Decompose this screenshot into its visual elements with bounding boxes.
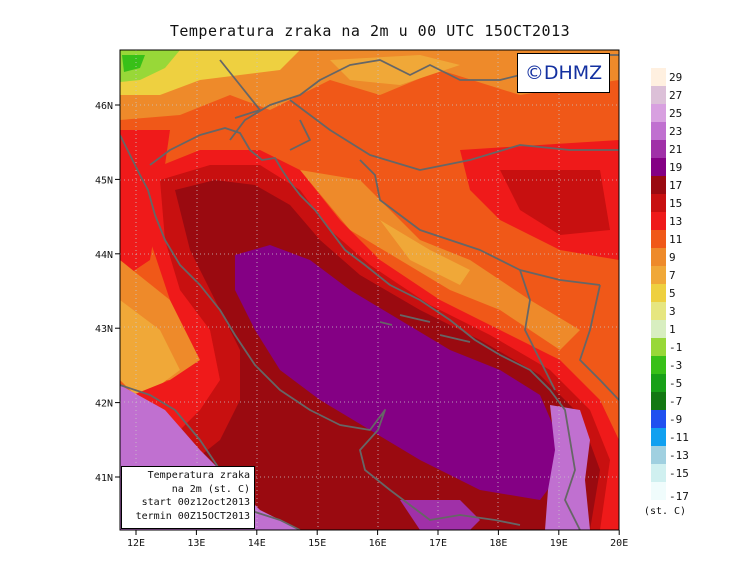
x-tick-label: 14E — [248, 538, 266, 549]
colorbar-label: -15 — [669, 467, 689, 480]
x-tick-label: 15E — [308, 538, 326, 549]
colorbar-swatch — [651, 392, 666, 410]
adriatic-sea — [235, 245, 555, 500]
colorbar-swatch — [651, 176, 666, 194]
dinaric-cool — [380, 220, 470, 285]
info-box: Temperatura zraka na 2m (st. C) start 00… — [121, 466, 255, 529]
info-line-4: termin 00Z15OCT2013 — [135, 510, 250, 522]
colorbar-swatch — [651, 320, 666, 338]
south-purple — [400, 500, 480, 530]
colorbar-swatch — [651, 194, 666, 212]
y-tick-label: 46N — [95, 101, 113, 112]
colorbar-label: -17 — [669, 490, 689, 503]
plot-frame — [119, 49, 620, 531]
colorbar-swatch — [651, 302, 666, 320]
colorbar-swatch — [651, 122, 666, 140]
colorbar-swatch — [651, 104, 666, 122]
y-tick-label: 41N — [95, 473, 113, 484]
colorbar-label: -5 — [669, 377, 682, 390]
colorbar-label: 1 — [669, 323, 676, 336]
map-title: Temperatura zraka na 2m u 00 UTC 15OCT20… — [169, 22, 571, 40]
colorbar-swatch — [651, 212, 666, 230]
colorbar-swatch — [651, 464, 666, 482]
x-tick-label: 12E — [127, 538, 145, 549]
colorbar-label: -1 — [669, 341, 682, 354]
x-tick-label: 18E — [489, 538, 507, 549]
colorbar-swatch — [651, 86, 666, 104]
colorbar-swatch — [651, 446, 666, 464]
colorbar-swatch — [651, 266, 666, 284]
colorbar-label: 3 — [669, 305, 676, 318]
alps-darkgreen-zone — [122, 55, 145, 72]
y-tick-label: 42N — [95, 399, 113, 410]
y-tick-label: 43N — [95, 324, 113, 335]
info-line-3: start 00z12oct2013 — [141, 497, 250, 508]
colorbar-label: -11 — [669, 431, 689, 444]
y-axis: 46N 45N 44N 43N 42N 41N — [95, 101, 120, 484]
x-axis: 12E 13E 14E 15E 16E 17E 18E 19E 20E — [127, 530, 628, 549]
ionian-lilac — [545, 405, 590, 530]
colorbar-swatch — [651, 230, 666, 248]
colorbar-label: 7 — [669, 269, 676, 282]
colorbar-label: 19 — [669, 161, 682, 174]
colorbar-swatch — [651, 338, 666, 356]
x-tick-label: 20E — [610, 538, 628, 549]
colorbar-swatch — [651, 428, 666, 446]
y-tick-label: 45N — [95, 175, 113, 186]
colorbar-label: -3 — [669, 359, 682, 372]
colorbar-label: 23 — [669, 125, 682, 138]
colorbar: 29 27 25 23 21 19 17 15 13 11 9 7 5 3 1 -1 -3 -5 -7 -9 -11 -1… — [644, 68, 689, 517]
colorbar-label: -13 — [669, 449, 689, 462]
y-tick-label: 44N — [95, 250, 113, 261]
info-line-2: na 2m (st. C) — [171, 483, 250, 495]
colorbar-swatch — [651, 410, 666, 428]
colorbar-label: 5 — [669, 287, 676, 300]
colorbar-label: 15 — [669, 197, 682, 210]
x-tick-label: 13E — [187, 538, 205, 549]
colorbar-label: -9 — [669, 413, 682, 426]
italy-light — [120, 300, 180, 400]
colorbar-swatch — [651, 482, 666, 500]
dhmz-logo: ©DHMZ — [517, 53, 610, 93]
colorbar-swatch — [651, 140, 666, 158]
colorbar-label: 13 — [669, 215, 682, 228]
colorbar-swatch — [651, 248, 666, 266]
colorbar-label: -7 — [669, 395, 682, 408]
colorbar-label: 21 — [669, 143, 682, 156]
east-darkred-zone — [500, 170, 610, 235]
graticule — [120, 50, 619, 530]
x-tick-label: 19E — [550, 538, 568, 549]
info-line-1: Temperatura zraka — [147, 470, 250, 481]
colorbar-swatch — [651, 158, 666, 176]
colorbar-label: 9 — [669, 251, 676, 264]
colorbar-swatch — [651, 284, 666, 302]
colorbar-label: 29 — [669, 71, 682, 84]
colorbar-label: 11 — [669, 233, 682, 246]
map-field — [120, 50, 619, 530]
x-tick-label: 16E — [369, 538, 387, 549]
colorbar-swatch — [651, 374, 666, 392]
colorbar-swatch — [651, 68, 666, 86]
colorbar-unit: (st. C) — [644, 506, 686, 517]
colorbar-label: 27 — [669, 89, 682, 102]
x-tick-label: 17E — [429, 538, 447, 549]
colorbar-label: 17 — [669, 179, 682, 192]
colorbar-label: 25 — [669, 107, 682, 120]
colorbar-swatch — [651, 356, 666, 374]
